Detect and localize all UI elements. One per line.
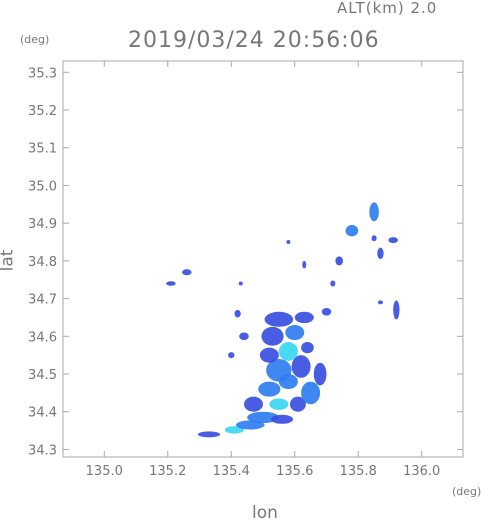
radar-echo-cell — [302, 260, 307, 269]
y-tick-label: 34.5 — [28, 368, 57, 383]
radar-echo-cell — [388, 237, 398, 244]
radar-echo-cell — [224, 426, 244, 434]
y-axis-unit: (deg) — [20, 33, 50, 46]
radar-echo-cell — [266, 358, 292, 382]
radar-echo-cell — [247, 411, 279, 424]
radar-echo-cell — [270, 414, 294, 424]
radar-echo-cell — [269, 398, 289, 410]
radar-echo-cell — [234, 309, 241, 318]
x-tick-label: 135.4 — [213, 464, 250, 479]
radar-echo-cell — [261, 326, 284, 346]
y-tick-label: 34.7 — [28, 293, 57, 308]
x-axis-label: lon — [252, 503, 278, 523]
radar-echo-cell — [228, 352, 235, 359]
radar-echo-cell — [259, 347, 279, 363]
plot-frame — [62, 60, 464, 458]
x-tick-label: 135.8 — [340, 464, 377, 479]
radar-echo-cell — [294, 311, 314, 324]
radar-echo-cell — [377, 247, 384, 259]
y-tick-label: 35.3 — [28, 66, 57, 81]
y-tick-label: 34.8 — [28, 255, 57, 270]
x-tick-label: 135.0 — [86, 464, 123, 479]
radar-echo-cell — [243, 396, 263, 412]
y-tick-label: 35.0 — [28, 179, 57, 194]
radar-echo-cell — [258, 381, 281, 397]
radar-echo-cell — [264, 311, 294, 327]
radar-echo-cell — [285, 325, 305, 341]
radar-echo-cell — [286, 240, 291, 245]
radar-echo-cell — [335, 256, 344, 266]
x-axis-unit: (deg) — [452, 485, 482, 498]
radar-echo-cell — [369, 202, 379, 222]
y-tick-label: 34.6 — [28, 330, 57, 345]
radar-echo-cell — [345, 225, 359, 237]
radar-echo-cell — [238, 281, 243, 286]
radar-echo-cell — [321, 308, 332, 316]
y-tick-label: 35.1 — [28, 142, 57, 157]
radar-echo-cell — [313, 362, 327, 386]
timestamp-title: 2019/03/24 20:56:06 — [128, 28, 380, 53]
radar-echo-cell — [301, 381, 321, 405]
radar-echo-cell — [166, 281, 176, 286]
altitude-label: ALT(km) 2.0 — [337, 0, 438, 17]
radar-echo-cell — [371, 235, 377, 242]
radar-echo-cell — [197, 431, 221, 438]
radar-echo-cell — [301, 341, 314, 354]
y-tick-label: 34.9 — [28, 217, 57, 232]
radar-echo-layer — [166, 202, 400, 438]
radar-echo-cell — [291, 355, 311, 378]
radar-echo-cell — [278, 341, 298, 361]
radar-echo-cell — [182, 269, 192, 276]
radar-echo-cell — [393, 300, 400, 320]
y-tick-label: 34.4 — [28, 406, 57, 421]
radar-echo-cell — [239, 332, 249, 341]
x-tick-label: 135.6 — [276, 464, 313, 479]
radar-echo-cell — [377, 300, 384, 305]
radar-echo-cell — [330, 280, 336, 287]
radar-echo-cell — [289, 396, 306, 412]
axis-ticks: 135.0 135.2 135.4 135.6 135.8 136.0 34.3 34.4 34… — [28, 61, 463, 479]
y-tick-label: 35.2 — [28, 104, 57, 119]
x-tick-label: 136.0 — [403, 464, 440, 479]
y-tick-label: 34.3 — [28, 443, 57, 458]
x-tick-label: 135.2 — [149, 464, 186, 479]
